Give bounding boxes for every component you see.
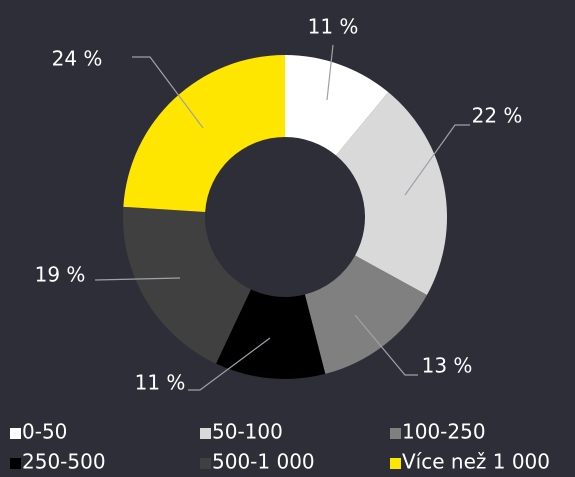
legend-label: 50-100 xyxy=(212,420,283,444)
leader-line xyxy=(94,277,181,281)
legend-swatch xyxy=(10,458,21,469)
leader-line xyxy=(132,56,204,129)
donut-slice xyxy=(122,206,251,364)
donut-slice xyxy=(304,255,427,374)
donut-slice xyxy=(285,55,389,156)
value-label: 13 % xyxy=(422,354,473,378)
legend-label: 0-50 xyxy=(22,420,67,444)
legend-swatch xyxy=(390,428,401,439)
leader-line xyxy=(326,44,334,101)
legend-swatch xyxy=(390,458,401,469)
value-label: 22 % xyxy=(472,104,523,128)
value-label: 24 % xyxy=(52,47,103,71)
donut-slice xyxy=(335,92,448,296)
leader-line xyxy=(188,337,271,391)
leader-line xyxy=(404,124,470,196)
value-label: 11 % xyxy=(308,15,359,39)
legend-label: Více než 1 000 xyxy=(402,450,550,474)
legend-swatch xyxy=(200,458,211,469)
legend-label: 500-1 000 xyxy=(212,450,315,474)
legend-swatch xyxy=(10,428,21,439)
value-label: 19 % xyxy=(35,263,86,287)
legend-swatch xyxy=(200,428,211,439)
value-label: 11 % xyxy=(135,371,186,395)
legend-label: 100-250 xyxy=(402,420,486,444)
legend-label: 250-500 xyxy=(22,450,106,474)
donut-slice xyxy=(216,289,326,379)
leader-line xyxy=(354,314,418,376)
donut-slice xyxy=(123,55,285,212)
